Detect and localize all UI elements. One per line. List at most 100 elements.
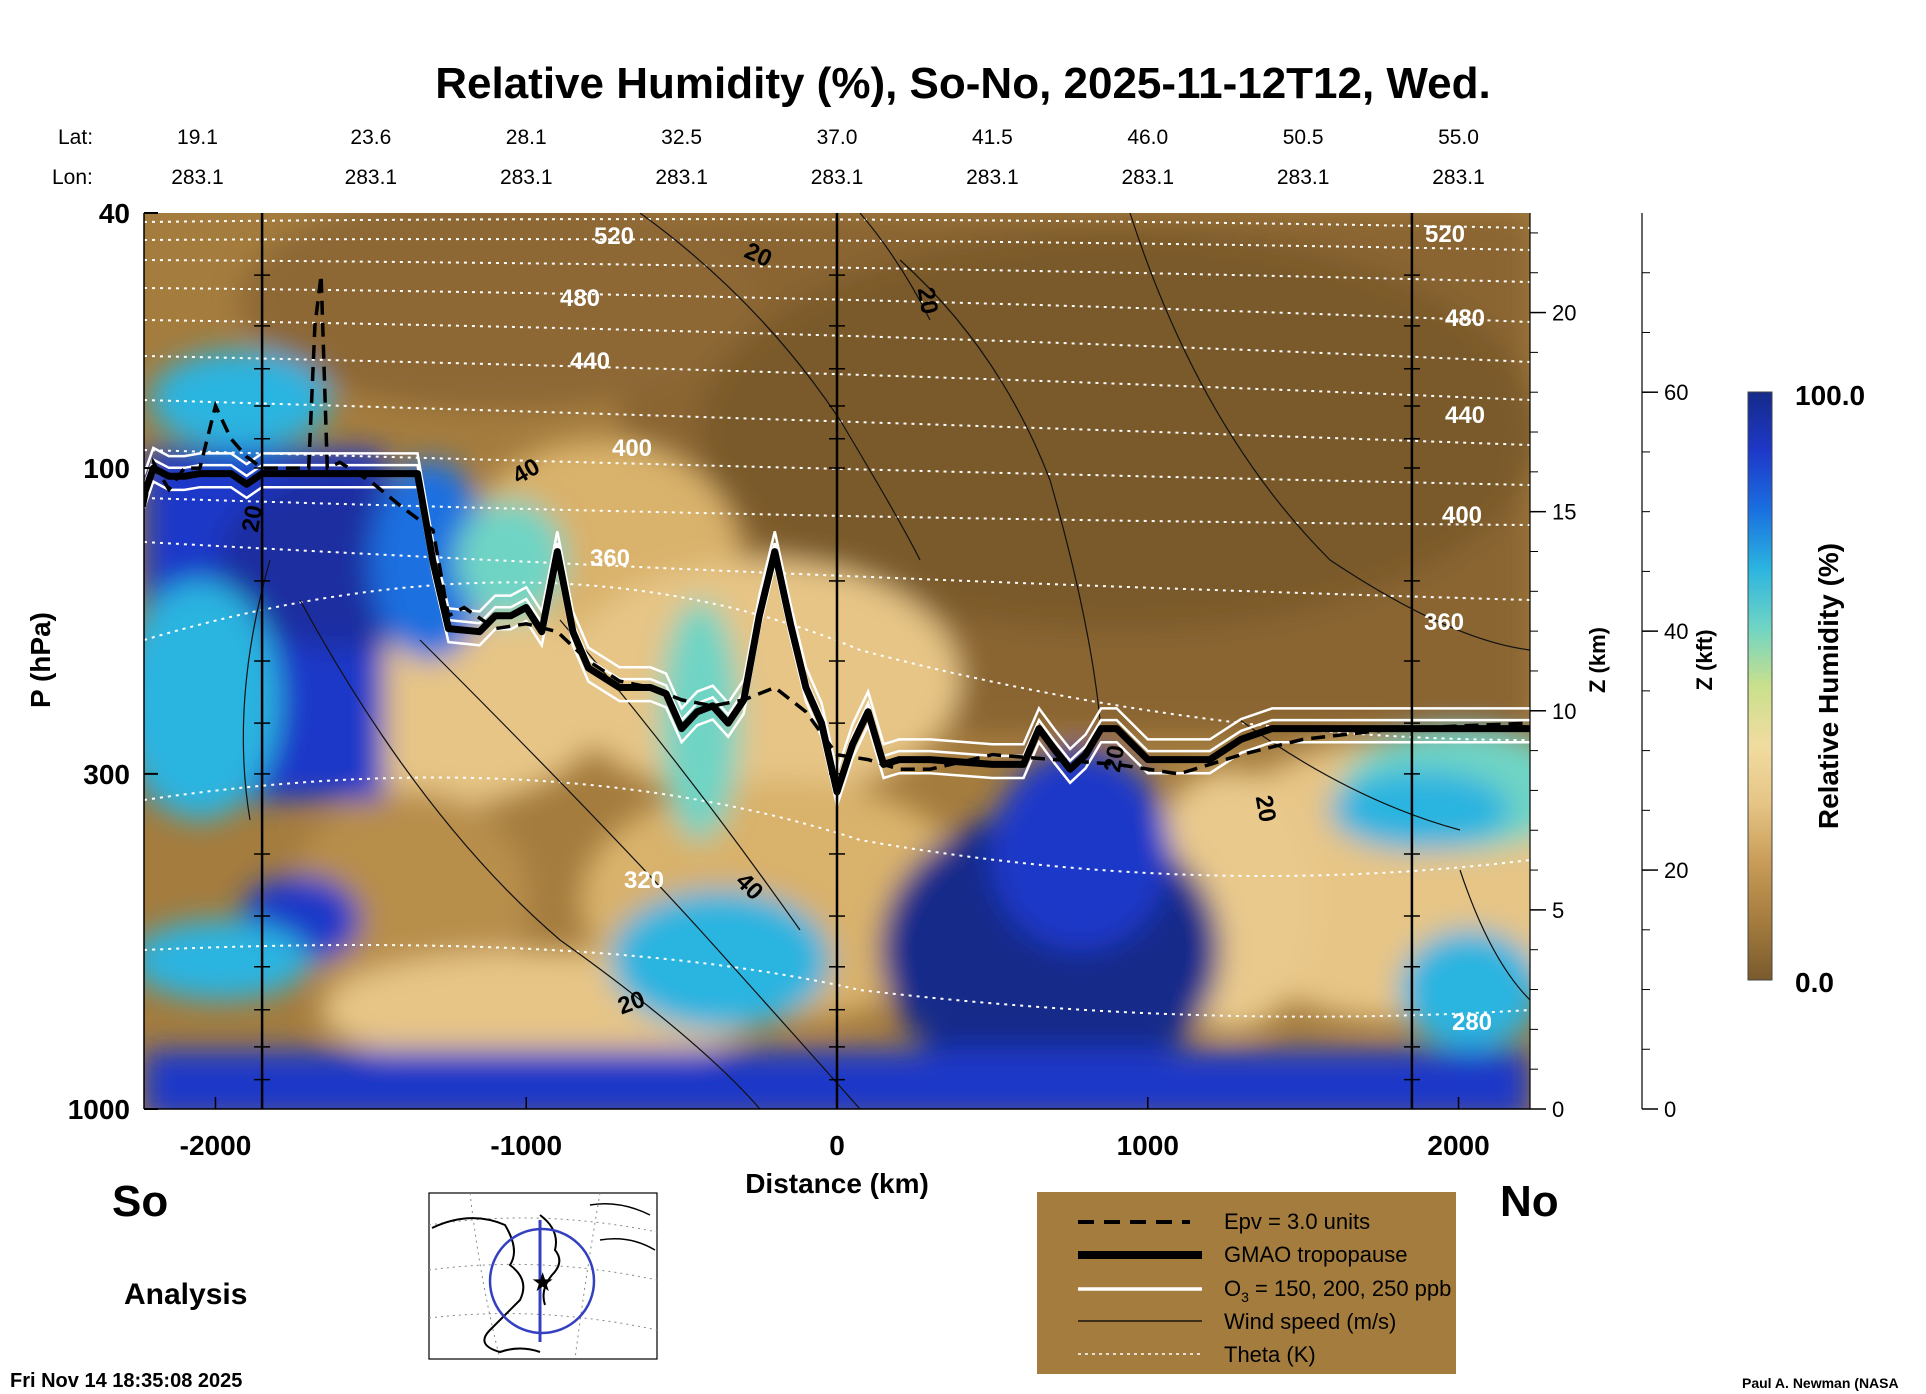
z-km-tick-label: 5 (1552, 898, 1564, 923)
z-km-axis: 0 5 10 15 20 (1529, 213, 1576, 1122)
lat-value: 41.5 (972, 126, 1013, 149)
x-axis-label: Distance (km) (745, 1168, 929, 1199)
rh-field (144, 213, 1530, 1109)
epv-contour (144, 274, 1530, 776)
theta-line (144, 218, 1530, 229)
ozone-line (144, 457, 1530, 789)
theta-line (144, 355, 1530, 401)
lat-value: 23.6 (350, 126, 391, 149)
colorbar-title: Relative Humidity (%) (1813, 543, 1844, 829)
z-kft-tick-label: 60 (1664, 380, 1688, 405)
lon-label: Lon: (52, 166, 93, 189)
lat-value: 19.1 (177, 126, 218, 149)
theta-label: 520 (1425, 221, 1465, 248)
legend-tropopause: GMAO tropopause (1224, 1242, 1407, 1267)
wind-line (1129, 213, 1530, 651)
y-axis-label: P (hPa) (25, 612, 56, 708)
inset-map-frame (428, 1192, 658, 1360)
theta-label: 520 (594, 223, 634, 250)
z-km-tick-label: 20 (1552, 301, 1576, 326)
wind-label: 20 (1250, 793, 1281, 824)
x-tick-label: 2000 (1427, 1130, 1489, 1161)
theta-line (144, 399, 1530, 446)
theta-label: 480 (1445, 305, 1485, 332)
north-label: No (1500, 1177, 1559, 1226)
analysis-label: Analysis (124, 1278, 247, 1311)
z-kft-tick-label: 40 (1664, 619, 1688, 644)
wind-contours (242, 213, 1530, 1109)
theta-label: 400 (612, 435, 652, 462)
lat-value: 32.5 (661, 126, 702, 149)
theta-line (144, 581, 1530, 741)
theta-line (144, 541, 1530, 601)
wind-line (1459, 869, 1530, 1001)
z-km-axis-label: Z (km) (1585, 627, 1610, 693)
lon-value: 283.1 (1277, 166, 1330, 189)
wind-line (639, 213, 921, 561)
pressure-axis: 40 100 300 1000 (68, 198, 158, 1125)
theta-line (144, 238, 1530, 251)
lat-label: Lat: (58, 126, 93, 149)
wind-label: 20 (912, 285, 943, 316)
theta-line (144, 776, 1530, 877)
theta-label: 480 (560, 285, 600, 312)
lon-value: 283.1 (655, 166, 708, 189)
p-tick-label: 40 (99, 198, 130, 229)
theta-label: 440 (1445, 402, 1485, 429)
theta-label: 280 (1452, 1009, 1492, 1036)
x-tick-label: -1000 (490, 1130, 562, 1161)
theta-label: 360 (590, 545, 630, 572)
x-axis: -2000 -1000 0 1000 2000 (180, 1097, 1490, 1161)
wind-label: 20 (237, 503, 268, 534)
legend-epv: Epv = 3.0 units (1224, 1209, 1370, 1234)
lon-value: 283.1 (345, 166, 398, 189)
lat-value: 50.5 (1283, 126, 1324, 149)
lat-lon-row: 19.1 283.1 23.6 283.1 28.1 283.1 32.5 283.1 37.0… (171, 126, 1485, 189)
south-label: So (112, 1177, 168, 1226)
x-tick-label: 1000 (1117, 1130, 1179, 1161)
colorbar (1747, 391, 1773, 981)
theta-line (144, 287, 1530, 323)
theta-contour-labels: 520 480 440 400 520 480 440 400 360 360 320 280 (560, 221, 1492, 1036)
z-km-tick-label: 10 (1552, 699, 1576, 724)
theta-label: 360 (1424, 609, 1464, 636)
theta-contours (144, 218, 1530, 1018)
lat-value: 37.0 (817, 126, 858, 149)
lon-value: 283.1 (171, 166, 224, 189)
lon-value: 283.1 (811, 166, 864, 189)
timestamp: Fri Nov 14 18:35:08 2025 (10, 1370, 242, 1392)
p-tick-label: 100 (83, 453, 130, 484)
legend-theta: Theta (K) (1224, 1342, 1316, 1367)
colorbar-min-label: 0.0 (1795, 967, 1834, 998)
lat-value: 55.0 (1438, 126, 1479, 149)
theta-label: 440 (570, 348, 610, 375)
lon-value: 283.1 (966, 166, 1019, 189)
location-star-icon: ★ (531, 1267, 554, 1297)
wind-line (859, 213, 931, 321)
gmao-tropopause (144, 464, 1530, 796)
wind-line (419, 639, 861, 1109)
lat-reference-lines (254, 213, 1420, 1109)
z-kft-tick-label: 20 (1664, 858, 1688, 883)
wind-line (299, 599, 761, 1109)
wind-line (899, 259, 1101, 721)
wind-line (559, 619, 801, 931)
p-tick-label: 1000 (68, 1094, 130, 1125)
wind-line (1239, 719, 1461, 831)
inset-map: ★ (428, 1192, 658, 1360)
lat-value: 46.0 (1127, 126, 1168, 149)
lon-value: 283.1 (1121, 166, 1174, 189)
theta-line (144, 497, 1530, 526)
z-kft-axis: 0 20 40 60 (1641, 213, 1688, 1122)
legend-ozone: O3 = 150, 200, 250 ppb (1224, 1276, 1451, 1305)
x-tick-label: -2000 (180, 1130, 252, 1161)
chart-title: Relative Humidity (%), So-No, 2025-11-12… (435, 59, 1491, 108)
theta-line (144, 319, 1530, 363)
range-circle (488, 1227, 596, 1335)
z-km-tick-label: 0 (1552, 1097, 1564, 1122)
credit: Paul A. Newman (NASA (1742, 1375, 1899, 1391)
theta-label: 320 (624, 867, 664, 894)
theta-label: 400 (1442, 502, 1482, 529)
ozone-line (144, 479, 1530, 811)
